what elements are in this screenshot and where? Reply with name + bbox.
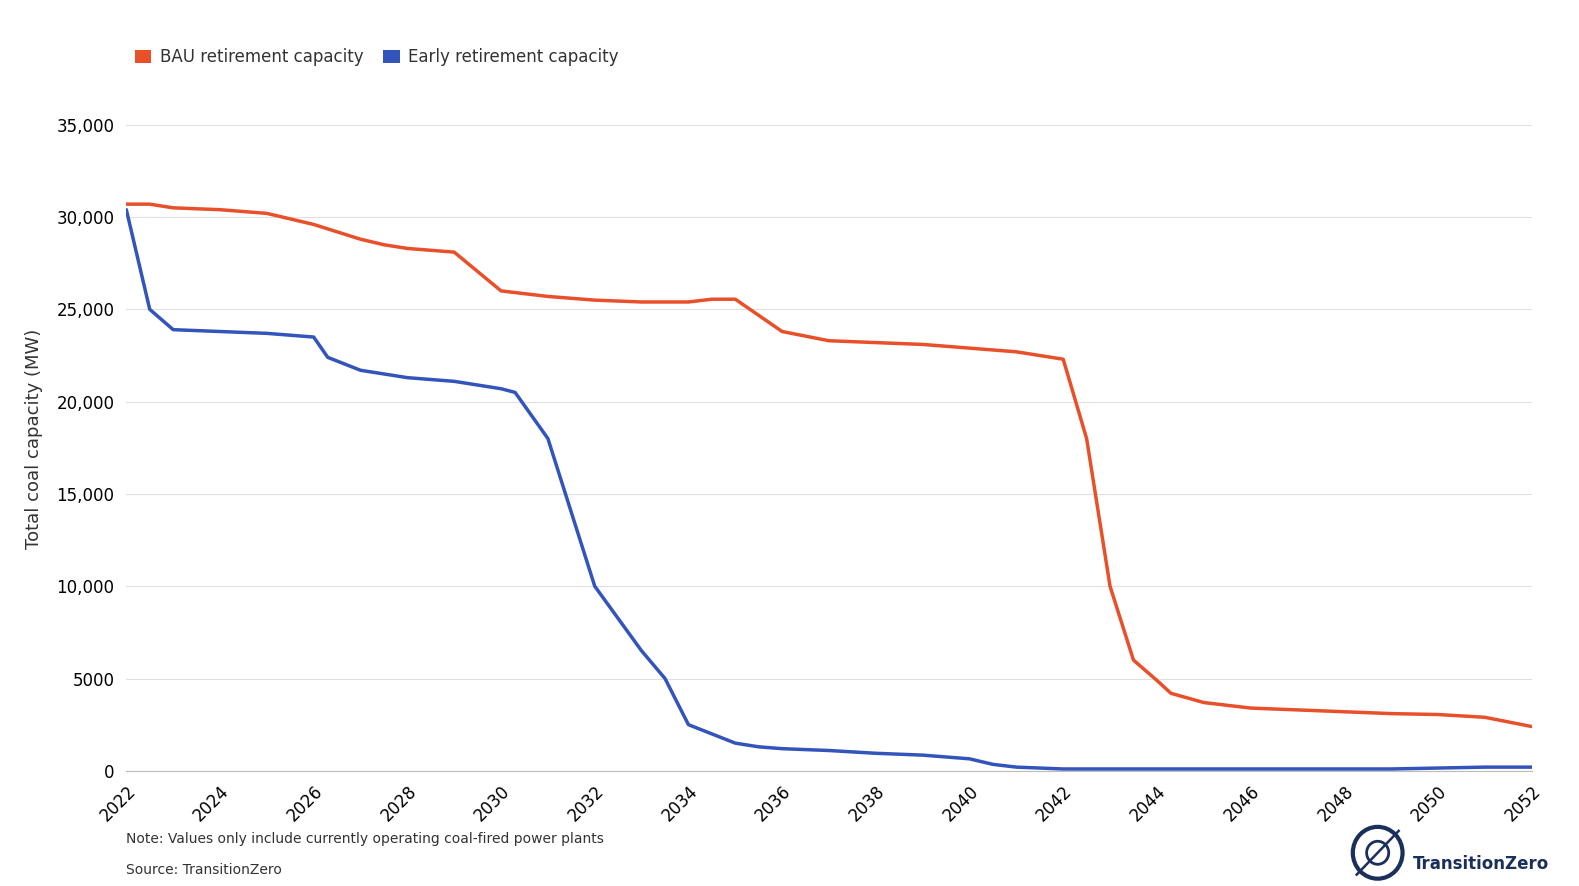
Text: Source: TransitionZero: Source: TransitionZero [126, 863, 283, 877]
Text: TransitionZero: TransitionZero [1413, 855, 1549, 873]
Legend: BAU retirement capacity, Early retirement capacity: BAU retirement capacity, Early retiremen… [134, 48, 619, 66]
Y-axis label: Total coal capacity (MW): Total coal capacity (MW) [25, 329, 43, 548]
Text: Note: Values only include currently operating coal-fired power plants: Note: Values only include currently oper… [126, 832, 605, 846]
